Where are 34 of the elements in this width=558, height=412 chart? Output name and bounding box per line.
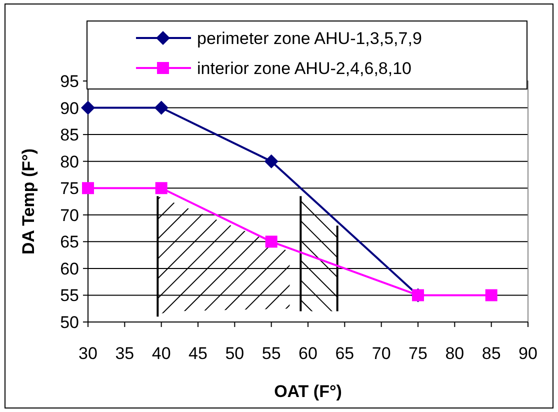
y-tick-label: 50 (60, 313, 79, 332)
x-tick-label: 80 (445, 344, 464, 363)
y-tick-label: 55 (60, 286, 79, 306)
y-tick-label: 80 (60, 152, 79, 172)
x-tick-label: 40 (152, 344, 171, 363)
x-tick-label: 90 (518, 344, 538, 363)
x-tick-label: 60 (298, 344, 318, 363)
y-axis-title: DA Temp (F°) (19, 148, 38, 254)
x-tick-label: 75 (408, 344, 428, 363)
legend-label: interior zone AHU-2,4,6,8,10 (197, 59, 412, 78)
point (265, 236, 278, 248)
y-tick-label: 65 (60, 232, 79, 252)
point (154, 100, 168, 115)
x-tick-label: 85 (482, 344, 501, 363)
point (81, 100, 95, 115)
x-tick-label: 35 (115, 344, 134, 363)
y-tick-label: 60 (60, 259, 79, 278)
y-tick-label: 75 (60, 179, 79, 198)
y-tick-label: 90 (60, 98, 79, 118)
x-axis-title: OAT (F°) (274, 382, 342, 401)
x-tick-label: 55 (262, 344, 281, 363)
x-tick-label: 70 (372, 344, 391, 363)
y-tick-label: 70 (60, 206, 79, 225)
legend-label: perimeter zone AHU-1,3,5,7,9 (197, 29, 422, 48)
point (264, 154, 278, 168)
x-tick-label: 65 (335, 344, 354, 363)
x-tick-label: 30 (78, 344, 98, 363)
point (155, 182, 168, 194)
point (485, 289, 498, 302)
point (82, 182, 94, 194)
y-tick-label: 95 (60, 72, 79, 91)
y-tick-label: 85 (60, 126, 79, 145)
x-tick-label: 45 (188, 344, 208, 363)
x-tick-label: 50 (225, 344, 244, 363)
